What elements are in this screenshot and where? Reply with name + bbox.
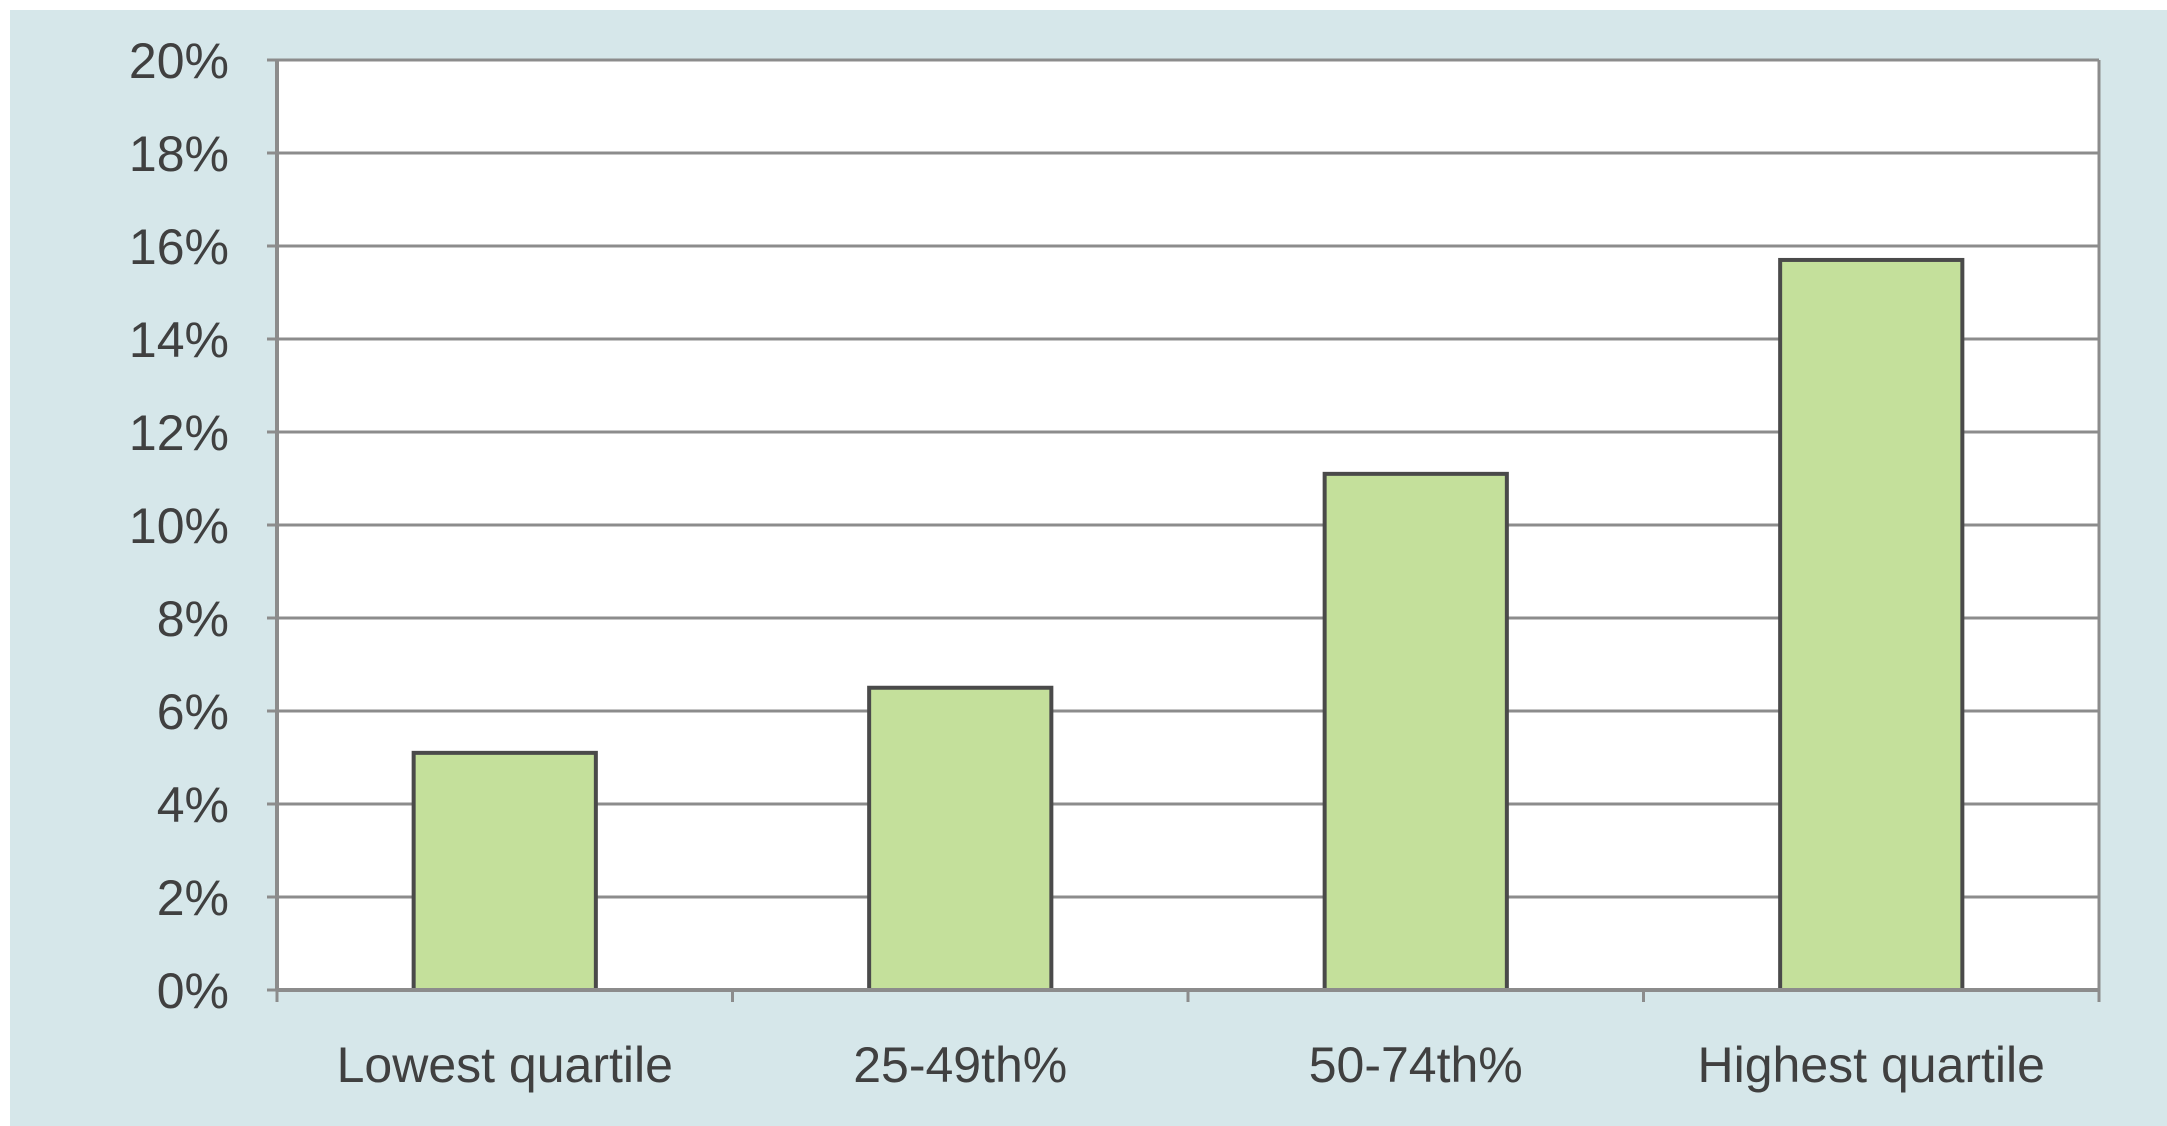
y-tick-label: 6%	[157, 684, 229, 740]
y-tick-label: 18%	[129, 126, 229, 182]
y-tick-label: 20%	[129, 33, 229, 89]
y-tick-label: 8%	[157, 591, 229, 647]
x-axis-tick-labels: Lowest quartile 25-49th% 50-74th% Highest q…	[337, 1037, 2045, 1093]
x-tick-label: 25-49th%	[853, 1037, 1067, 1093]
x-tick-label: Highest quartile	[1698, 1037, 2045, 1093]
bar	[867, 685, 1054, 992]
bar	[1322, 471, 1509, 993]
axes	[267, 58, 2101, 1002]
y-tick-label: 16%	[129, 219, 229, 275]
y-tick-label: 2%	[157, 870, 229, 926]
y-tick-label: 14%	[129, 312, 229, 368]
x-tick-label: 50-74th%	[1309, 1037, 1523, 1093]
y-tick-label: 4%	[157, 777, 229, 833]
bar	[1778, 257, 1965, 992]
y-axis-tick-labels: 0% 2% 4% 6% 8% 10% 12% 14% 16% 18% 20%	[129, 33, 229, 1019]
bar	[411, 750, 598, 992]
y-tick-label: 12%	[129, 405, 229, 461]
bars	[411, 257, 1965, 993]
x-tick-label: Lowest quartile	[337, 1037, 673, 1093]
y-tick-label: 0%	[157, 963, 229, 1019]
y-tick-label: 10%	[129, 498, 229, 554]
